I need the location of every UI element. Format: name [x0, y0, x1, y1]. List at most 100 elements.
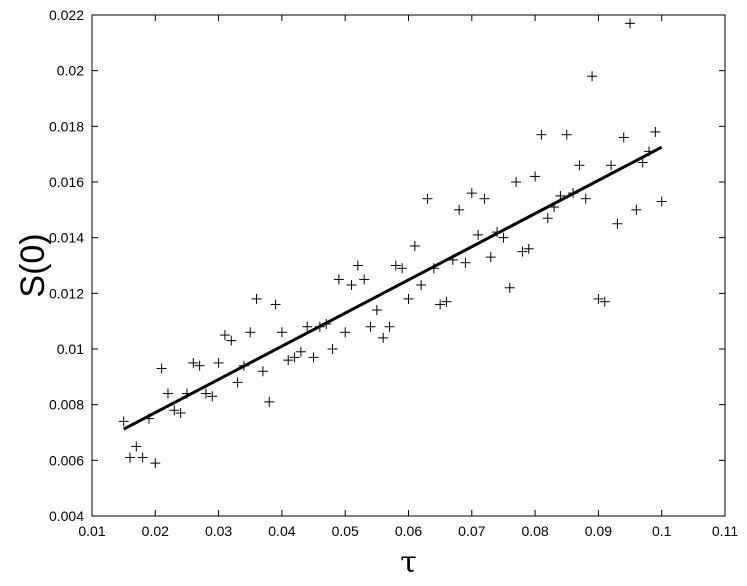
y-tick-label: 0.004: [49, 508, 84, 524]
data-point: [257, 366, 268, 377]
data-point: [390, 260, 401, 271]
data-point: [606, 160, 617, 171]
data-point: [188, 357, 199, 368]
data-point: [302, 321, 313, 332]
data-point: [175, 408, 186, 419]
data-point: [631, 204, 642, 215]
data-point: [207, 391, 218, 402]
data-point: [422, 193, 433, 204]
data-point: [232, 377, 243, 388]
data-point: [612, 218, 623, 229]
x-tick-label: 0.09: [585, 523, 612, 539]
data-point: [637, 157, 648, 168]
data-point: [251, 293, 262, 304]
data-point: [226, 335, 237, 346]
data-point: [441, 296, 452, 307]
data-point: [618, 132, 629, 143]
data-point: [517, 246, 528, 257]
data-point: [371, 305, 382, 316]
data-point: [403, 293, 414, 304]
data-point: [587, 71, 598, 82]
data-point: [378, 332, 389, 343]
data-point: [561, 129, 572, 140]
data-point: [650, 126, 661, 137]
data-point: [359, 274, 370, 285]
data-point: [511, 177, 522, 187]
data-point: [131, 441, 142, 452]
x-tick-label: 0.1: [652, 523, 672, 539]
data-point: [289, 352, 300, 363]
data-point: [656, 196, 667, 207]
data-point: [340, 327, 351, 338]
x-axis-label: τ: [400, 545, 417, 580]
data-point: [435, 299, 446, 310]
data-point: [124, 452, 135, 463]
data-points: [118, 18, 667, 469]
data-point: [523, 243, 534, 254]
x-tick-label: 0.02: [142, 523, 169, 539]
y-tick-label: 0.022: [49, 7, 84, 23]
data-point: [162, 388, 173, 399]
axis-ticks: 0.01 0.02 0.03 0.04 0.05 0.06 0.07 0.08 0.09 0.1 0…: [49, 7, 738, 539]
data-point: [194, 360, 205, 371]
data-point: [473, 229, 484, 240]
data-point: [498, 232, 509, 243]
data-point: [580, 193, 591, 204]
y-tick-label: 0.018: [49, 118, 84, 134]
y-tick-label: 0.01: [57, 341, 84, 357]
data-point: [156, 363, 167, 374]
data-point: [276, 327, 287, 338]
data-point: [365, 321, 376, 332]
x-tick-label: 0.05: [332, 523, 359, 539]
data-point: [542, 213, 553, 224]
x-tick-label: 0.08: [521, 523, 548, 539]
data-point: [409, 241, 420, 252]
x-tick-label: 0.07: [458, 523, 485, 539]
data-point: [625, 18, 636, 29]
data-point: [245, 327, 256, 338]
plot-area: [91, 14, 726, 517]
x-tick-label: 0.11: [712, 523, 738, 539]
data-point: [333, 274, 344, 285]
data-point: [295, 346, 306, 357]
data-point: [593, 293, 604, 304]
x-tick-label: 0.03: [205, 523, 232, 539]
data-point: [599, 296, 610, 307]
y-tick-label: 0.016: [49, 174, 84, 190]
data-point: [460, 257, 471, 268]
data-point: [169, 405, 180, 416]
data-point: [397, 263, 408, 274]
y-tick-label: 0.008: [49, 397, 84, 413]
data-point: [270, 299, 281, 310]
y-tick-label: 0.012: [49, 285, 84, 301]
data-point: [416, 279, 427, 290]
data-point: [530, 171, 541, 182]
data-point: [219, 330, 230, 341]
data-point: [536, 129, 547, 140]
data-point: [283, 355, 294, 366]
data-point: [137, 452, 148, 463]
y-axis-label: S(0): [14, 233, 52, 297]
data-point: [346, 279, 357, 290]
data-point: [352, 260, 363, 271]
y-tick-label: 0.02: [57, 63, 84, 79]
data-point: [479, 193, 490, 204]
data-point: [574, 160, 585, 171]
y-tick-label: 0.006: [49, 452, 84, 468]
data-point: [327, 344, 338, 354]
x-tick-label: 0.04: [268, 523, 295, 539]
data-point: [118, 416, 129, 427]
data-point: [466, 188, 477, 199]
x-tick-label: 0.06: [395, 523, 422, 539]
data-point: [213, 357, 224, 368]
data-point: [200, 388, 211, 399]
data-point: [485, 252, 496, 263]
fit-line: [122, 145, 663, 431]
x-tick-label: 0.01: [78, 523, 105, 539]
data-point: [504, 282, 515, 293]
data-point: [454, 204, 465, 215]
data-point: [384, 321, 395, 332]
data-point: [150, 458, 161, 469]
